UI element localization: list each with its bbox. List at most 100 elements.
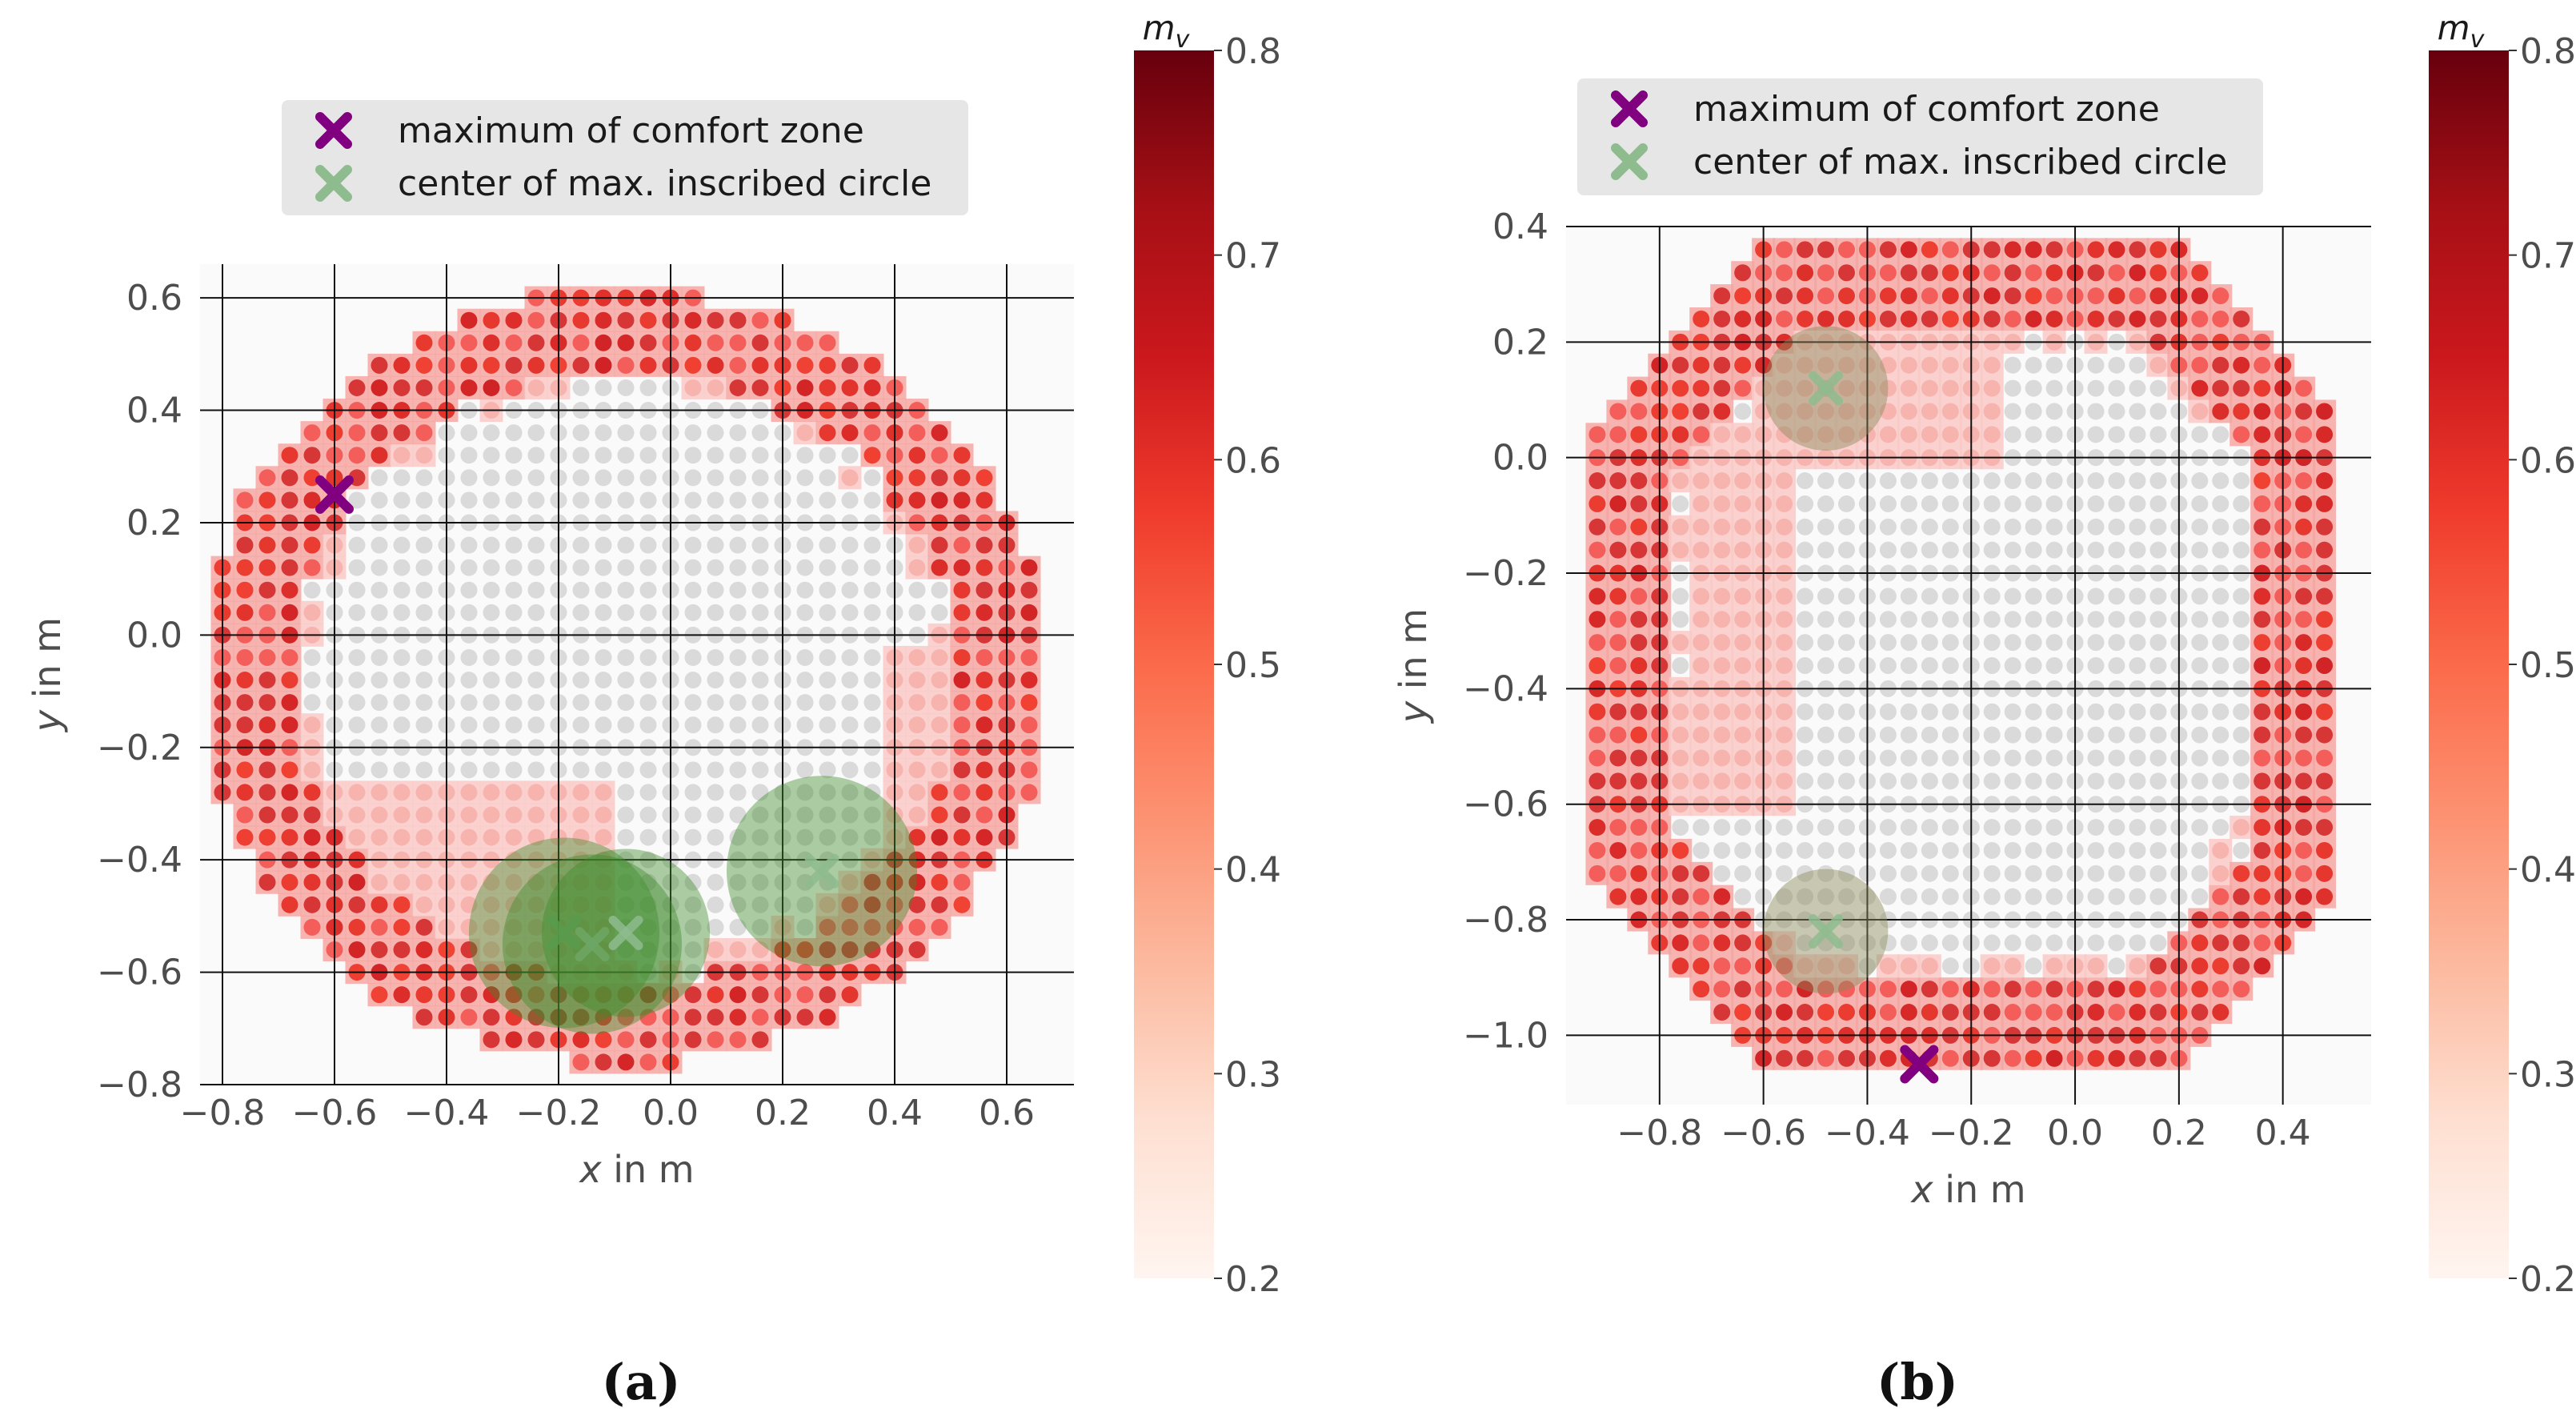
scatter-point — [2253, 934, 2271, 952]
scatter-point — [2295, 819, 2313, 836]
scatter-point — [1921, 726, 1938, 744]
scatter-point — [1713, 726, 1731, 744]
scatter-point — [2191, 287, 2209, 305]
scatter-point — [595, 806, 612, 824]
scatter-point — [729, 1031, 747, 1049]
scatter-point — [2253, 426, 2271, 443]
scatter-point — [819, 918, 836, 936]
scatter-point — [236, 694, 254, 712]
scatter-point — [2087, 541, 2105, 559]
scatter-point — [2129, 772, 2146, 790]
scatter-point — [2212, 819, 2229, 836]
scatter-point — [819, 491, 836, 509]
scatter-point — [483, 604, 500, 621]
scatter-point — [1020, 784, 1038, 801]
scatter-point — [415, 694, 433, 712]
scatter-point — [2149, 287, 2167, 305]
scatter-point — [1776, 287, 1793, 305]
scatter-point — [2087, 864, 2105, 882]
scatter-point — [348, 581, 366, 599]
scatter-point — [572, 604, 590, 621]
scatter-point — [1693, 749, 1710, 767]
scatter-point — [617, 559, 635, 576]
scatter-point — [2108, 957, 2125, 975]
scatter-point — [505, 379, 523, 396]
scatter-point — [505, 1009, 523, 1026]
scatter-point — [1817, 1049, 1835, 1067]
scatter-point — [1630, 726, 1648, 744]
scatter-point — [2108, 819, 2125, 836]
scatter-point — [527, 648, 545, 666]
scatter-point — [1693, 888, 1710, 905]
scatter-point — [2129, 819, 2146, 836]
scatter-point — [819, 986, 836, 1004]
scatter-point — [1797, 241, 1814, 259]
y-axis-variable: y — [26, 709, 69, 733]
scatter-point — [2191, 426, 2209, 443]
x-tick-label: 0.6 — [979, 1093, 1035, 1133]
scatter-point — [1630, 426, 1648, 443]
scatter-point — [1983, 379, 2001, 397]
scatter-point — [1776, 749, 1793, 767]
scatter-point — [2212, 841, 2229, 859]
circle-center-stroke — [608, 915, 643, 950]
scatter-point — [1672, 356, 1689, 374]
scatter-point — [639, 648, 657, 666]
scatter-point — [483, 694, 500, 712]
scatter-point — [1921, 379, 1938, 397]
legend-box — [1577, 78, 2263, 195]
scatter-point — [1983, 310, 2001, 327]
scatter-point — [236, 648, 254, 666]
scatter-point — [639, 941, 657, 959]
legend-item: maximum of comfort zone — [1611, 89, 2160, 130]
scatter-point — [819, 581, 836, 599]
scatter-point — [639, 1053, 657, 1071]
scatter-point — [2129, 403, 2146, 420]
scatter-point — [572, 828, 590, 846]
scatter-point — [729, 469, 747, 487]
scatter-point — [796, 356, 814, 374]
y-tick-label: −0.2 — [97, 728, 182, 768]
scatter-point — [460, 896, 478, 913]
scatter-point — [2004, 541, 2021, 559]
scatter-point — [1672, 541, 1689, 559]
colorbar-bar — [1134, 50, 1214, 1278]
scatter-point — [1837, 657, 1855, 674]
scatter-point — [639, 1031, 657, 1049]
scatter-point — [2025, 864, 2042, 882]
scatter-point — [863, 828, 881, 846]
scatter-point — [729, 559, 747, 576]
scatter-point — [505, 648, 523, 666]
scatter-point — [505, 469, 523, 487]
scatter-point — [751, 784, 769, 801]
scatter-point — [348, 784, 366, 801]
scatter-point — [572, 873, 590, 891]
scatter-point — [863, 604, 881, 621]
scatter-point — [1797, 379, 1814, 397]
scatter-point — [1900, 749, 1917, 767]
scatter-point — [2212, 657, 2229, 674]
scatter-point — [1941, 241, 1959, 259]
scatter-point — [639, 334, 657, 351]
scatter-point — [2025, 703, 2042, 720]
scatter-point — [2108, 772, 2125, 790]
scatter-point — [2191, 888, 2209, 905]
scatter-point — [1837, 1004, 1855, 1021]
scatter-point — [2025, 726, 2042, 744]
scatter-point — [2087, 472, 2105, 490]
scatter-point — [1921, 1004, 1938, 1021]
scatter-point — [393, 559, 411, 576]
scatter-point — [1900, 957, 1917, 975]
scatter-point — [1693, 934, 1710, 952]
scatter-point — [460, 648, 478, 666]
scatter-point — [2212, 588, 2229, 605]
scatter-point — [751, 648, 769, 666]
scatter-point — [1609, 841, 1627, 859]
scatter-point — [1776, 1004, 1793, 1021]
scatter-point — [303, 648, 321, 666]
scatter-point — [2233, 703, 2250, 720]
scatter-point — [483, 896, 500, 913]
scatter-point — [2087, 634, 2105, 652]
scatter-point — [348, 716, 366, 734]
scatter-point — [729, 334, 747, 351]
